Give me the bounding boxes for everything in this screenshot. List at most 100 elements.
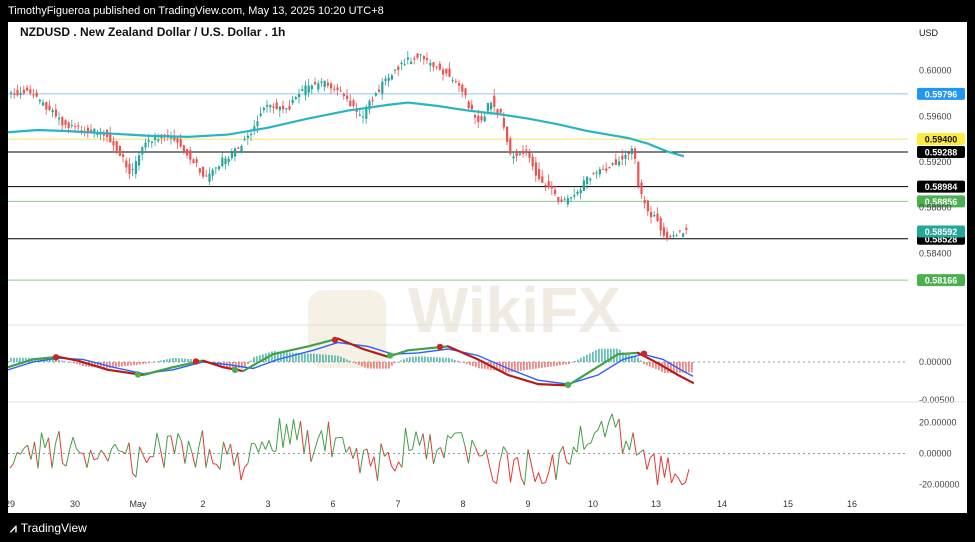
- osc-line-segment: [580, 425, 585, 450]
- candle-body: [131, 168, 134, 170]
- macd-histogram-bar: [463, 362, 465, 364]
- macd-histogram-bar: [607, 348, 609, 362]
- macd-histogram-bar: [550, 362, 552, 367]
- candle-body: [250, 134, 253, 136]
- macd-histogram-bar: [634, 356, 636, 362]
- macd-histogram-bar: [262, 354, 264, 362]
- osc-line-segment: [562, 446, 567, 463]
- candle-body: [477, 115, 480, 123]
- macd-histogram-bar: [655, 362, 657, 370]
- time-tick: 3: [265, 499, 270, 509]
- osc-line-segment: [265, 440, 270, 450]
- chart-svg[interactable]: WikiFX 0.59796 0.59400 0.59288 0.58984 0.588…: [5, 22, 967, 513]
- osc-tick: 20.00000: [919, 418, 957, 428]
- macd-line-segment: [141, 366, 175, 377]
- candle-body: [134, 161, 137, 174]
- candle-body: [397, 66, 400, 71]
- candle-body: [349, 100, 352, 107]
- macd-histogram-bar: [685, 362, 687, 373]
- osc-line-segment: [408, 448, 413, 452]
- macd-line-segment: [6, 358, 35, 369]
- osc-line-segment: [51, 443, 56, 469]
- candle-body: [118, 146, 121, 156]
- osc-line-segment: [506, 452, 511, 483]
- osc-line-segment: [401, 427, 406, 468]
- candle-body: [534, 162, 537, 176]
- macd-line-segment: [446, 345, 480, 361]
- osc-line-segment: [181, 441, 186, 464]
- candle-body: [374, 93, 377, 96]
- macd-histogram-bar: [454, 359, 456, 362]
- macd-line-segment: [591, 353, 620, 371]
- macd-zero-label: 0.00000: [919, 357, 952, 367]
- osc-line-segment: [76, 448, 81, 454]
- macd-histogram-bar: [532, 362, 534, 370]
- osc-line-segment: [366, 448, 371, 467]
- macd-histogram-bar: [160, 360, 162, 362]
- candle-body: [291, 99, 294, 104]
- candle-body: [102, 133, 105, 136]
- candle-body: [269, 105, 272, 108]
- macd-histogram-bar: [151, 362, 153, 363]
- candle-body: [170, 137, 173, 139]
- candle-body: [509, 138, 512, 154]
- osc-line-segment: [83, 453, 88, 468]
- osc-line-segment: [552, 454, 557, 481]
- macd-histogram-bar: [169, 358, 171, 362]
- watermark-text: WikiFX: [408, 274, 621, 346]
- candle-body: [512, 156, 515, 159]
- candle-body: [666, 231, 669, 239]
- macd-histogram-bar: [343, 358, 345, 362]
- osc-line-segment: [482, 449, 487, 456]
- macd-histogram-bar: [469, 362, 471, 366]
- candle-body: [54, 109, 57, 117]
- macd-histogram-bar: [430, 356, 432, 362]
- level-badge: [917, 195, 965, 208]
- macd-line-segment: [241, 353, 275, 373]
- osc-line-segment: [650, 453, 655, 458]
- macd-histogram-bar: [157, 361, 159, 362]
- macd-histogram-bar: [559, 362, 561, 366]
- macd-histogram-bar: [55, 359, 57, 362]
- chart-panel[interactable]: WikiFX 0.59796 0.59400 0.59288 0.58984 0.588…: [5, 22, 967, 513]
- osc-line-segment: [499, 446, 504, 462]
- macd-histogram-bar: [340, 356, 342, 362]
- candle-body: [573, 195, 576, 197]
- candle-body: [438, 63, 441, 70]
- candle-body: [294, 97, 297, 100]
- candle-body: [99, 133, 102, 135]
- candle-body: [282, 105, 285, 110]
- candle-body: [323, 80, 326, 88]
- macd-histogram-bar: [304, 353, 306, 362]
- candle-body: [394, 69, 397, 71]
- candle-body: [51, 110, 54, 113]
- macd-histogram-bar: [478, 362, 480, 369]
- candle-body: [518, 153, 521, 156]
- macd-histogram-bar: [688, 362, 690, 373]
- osc-line-segment: [636, 452, 641, 456]
- macd-line-segment: [676, 373, 695, 384]
- tradingview-logo[interactable]: ⩘ TradingView: [10, 521, 87, 536]
- macd-histogram-bar: [295, 352, 297, 362]
- chart-title: NZDUSD . New Zealand Dollar / U.S. Dolla…: [20, 25, 285, 39]
- macd-line-segment: [336, 337, 365, 351]
- candle-body: [147, 140, 150, 142]
- macd-histogram-bar: [445, 357, 447, 362]
- osc-line-segment: [405, 427, 410, 451]
- macd-histogram-bar: [376, 362, 378, 369]
- osc-line-segment: [436, 447, 441, 451]
- macd-histogram-bar: [277, 351, 279, 362]
- candle-body: [442, 69, 445, 75]
- level-label: 0.59288: [925, 147, 958, 157]
- time-tick: 13: [651, 499, 661, 509]
- osc-line-segment: [464, 445, 469, 464]
- candle-body: [122, 154, 125, 158]
- candle-body: [368, 100, 371, 110]
- osc-line-segment: [534, 472, 539, 483]
- osc-line-segment: [209, 449, 214, 464]
- macd-histogram-bar: [118, 362, 120, 367]
- macd-histogram-bar: [565, 362, 567, 365]
- candle-body: [278, 106, 281, 111]
- macd-histogram-bar: [187, 358, 189, 362]
- macd-histogram-bar: [646, 362, 648, 366]
